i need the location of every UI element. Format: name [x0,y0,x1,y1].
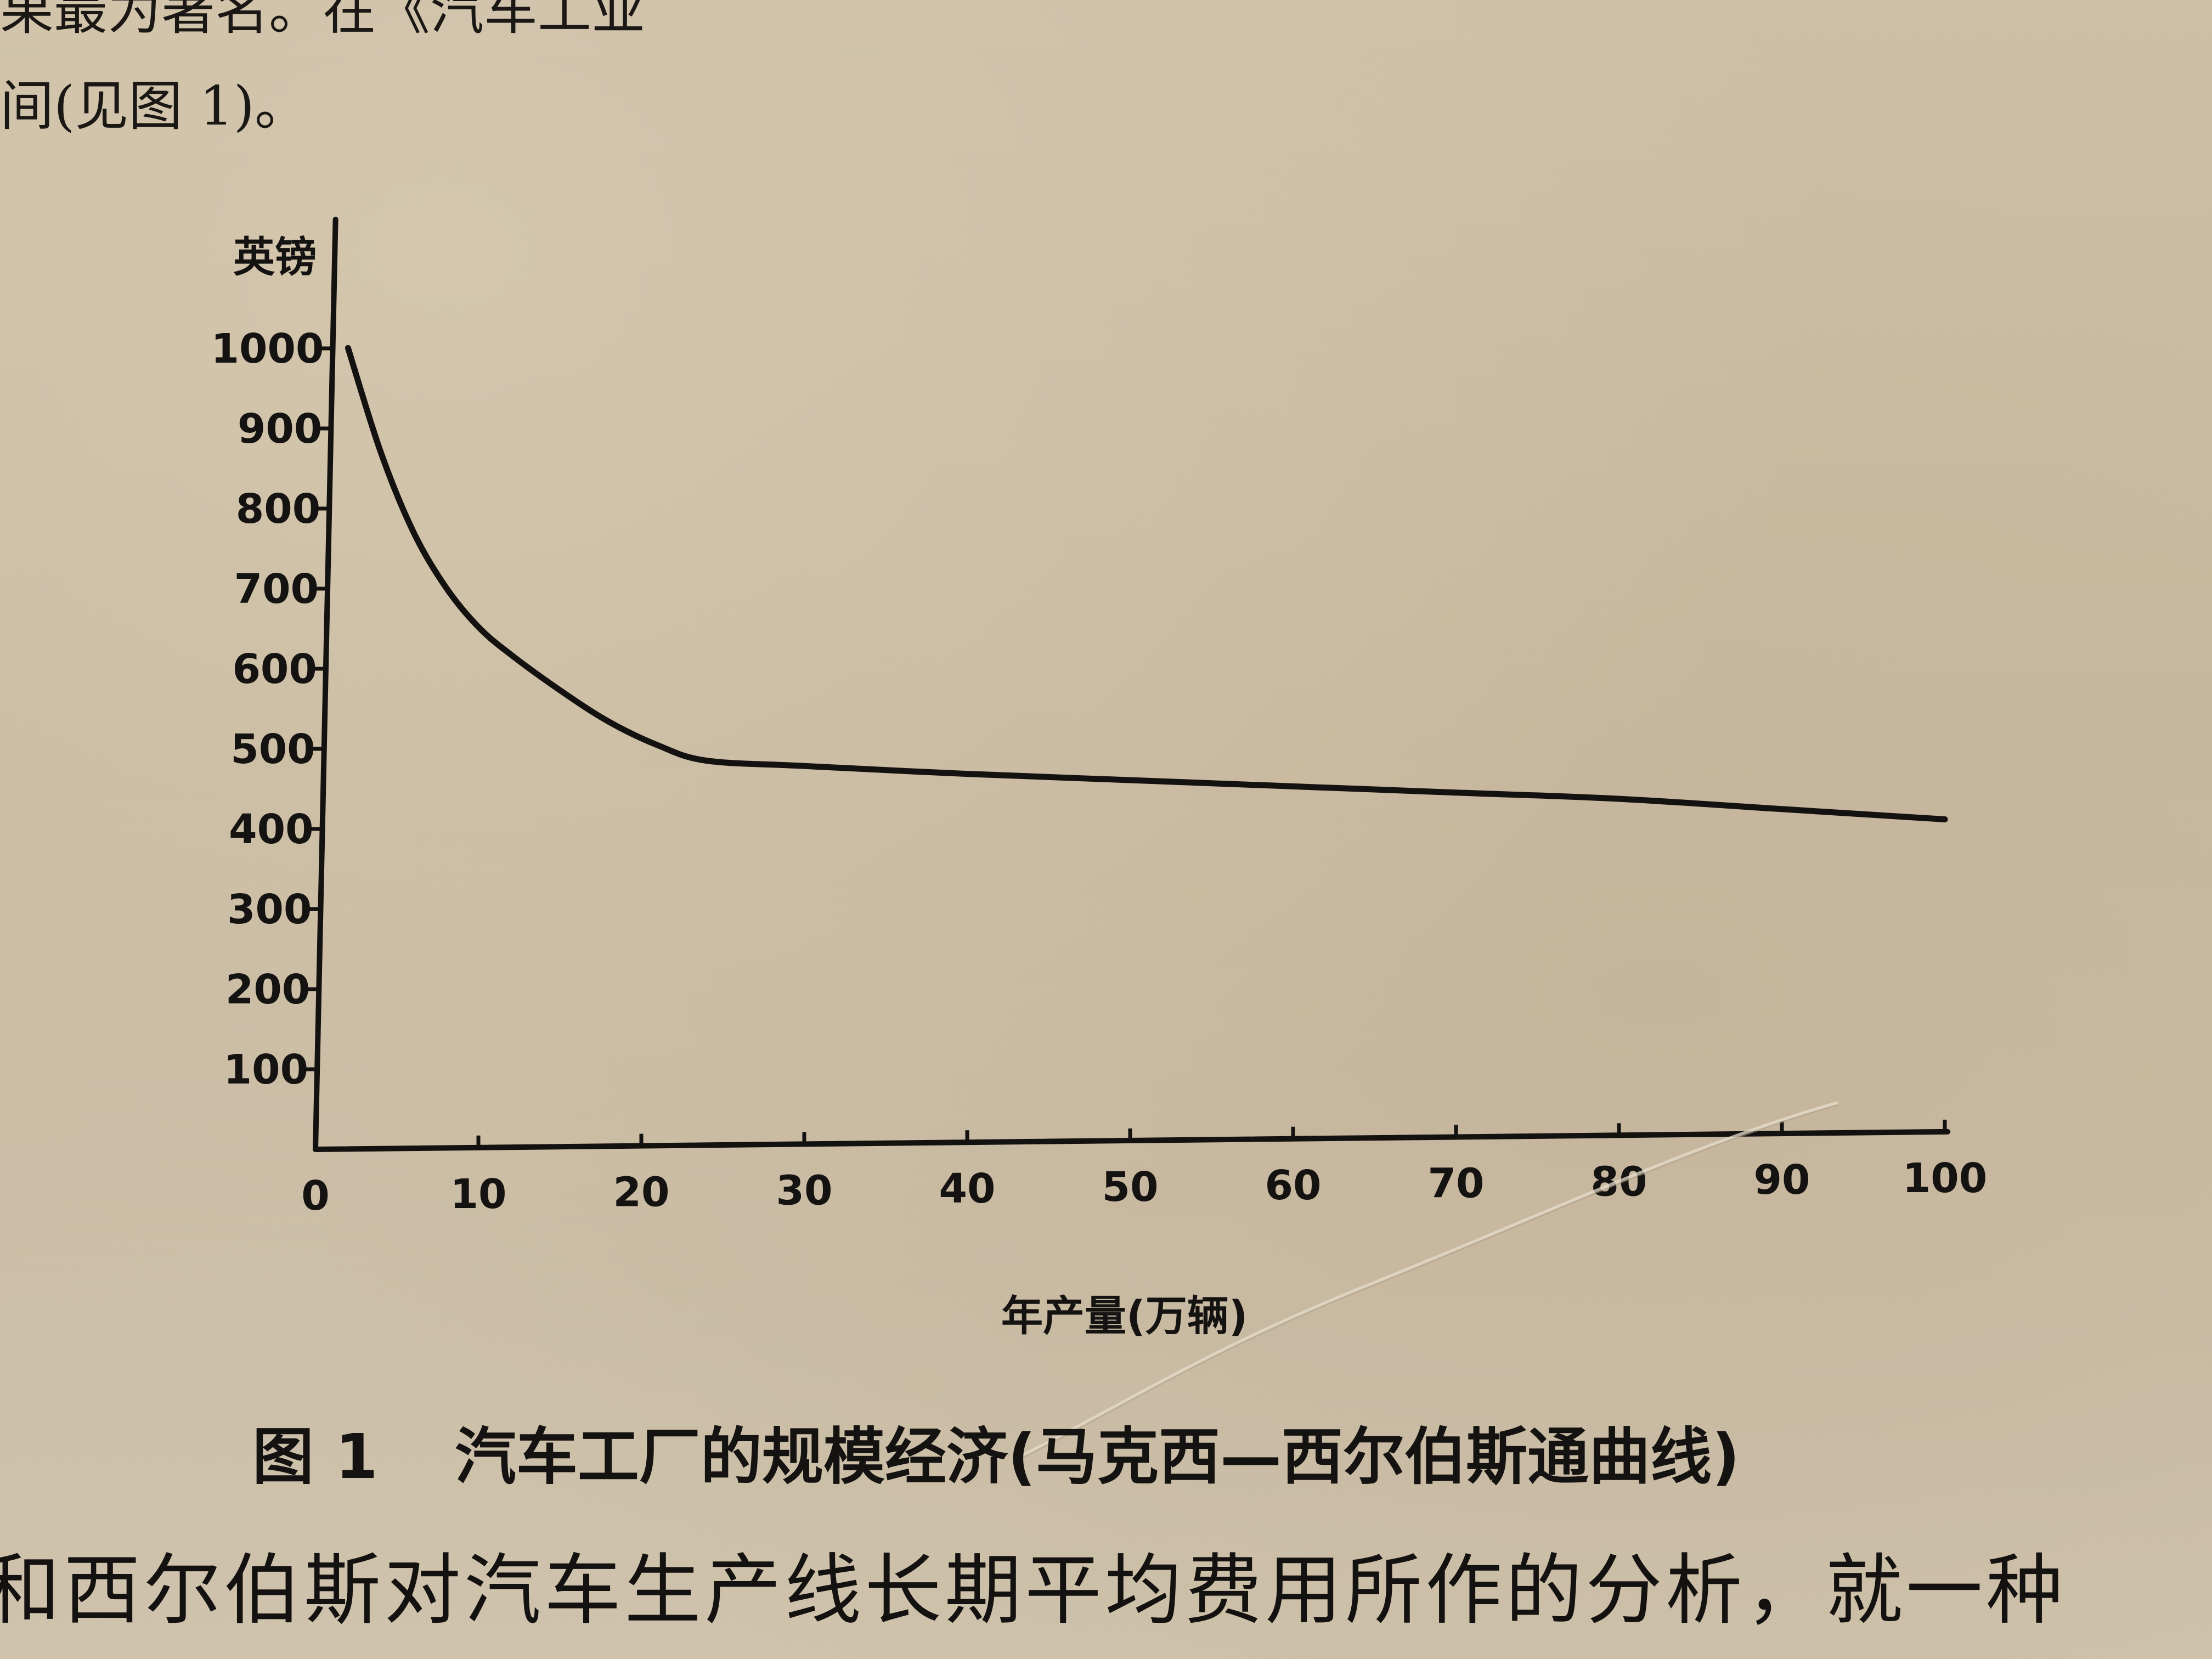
y-tick-label-1000: 1000 [211,325,324,373]
x-tick-label-0: 0 [301,1172,330,1220]
x-tick-label-60: 60 [1265,1162,1322,1209]
y-tick-label-400: 400 [229,806,313,853]
body-text-top-line-2: 间(见图 1)。 [0,75,308,138]
y-tick-label-100: 100 [224,1046,308,1093]
y-tick-label-700: 700 [234,566,319,613]
body-text-bottom-line: 和西尔伯斯对汽车生产线长期平均费用所作的分析，就一种 [0,1546,2067,1635]
x-tick-label-90: 90 [1754,1156,1810,1204]
y-axis-label: 英镑 [233,233,317,281]
x-tick-label-50: 50 [1102,1164,1159,1211]
x-axis-label: 年产量(万辆) [1001,1291,1248,1340]
x-tick-label-40: 40 [939,1165,996,1212]
x-tick-label-20: 20 [613,1169,670,1216]
chart-series [345,345,1948,822]
y-tick-label-500: 500 [230,726,315,773]
chart-ticks: 100 200 300 400 500 600 700 800 900 1000 0 10 20 30 40… [211,325,1988,1220]
y-tick-label-300: 300 [227,886,312,933]
figure-caption: 图 1 汽车工厂的规模经济(马克西—西尔伯斯通曲线) [252,1426,1740,1488]
y-tick-label-800: 800 [236,486,320,533]
y-axis-line [313,217,338,1152]
x-tick-label-30: 30 [776,1167,833,1214]
x-tick-label-100: 100 [1903,1155,1987,1202]
x-tick-label-10: 10 [450,1171,507,1218]
y-tick-label-900: 900 [238,405,322,453]
x-tick-label-70: 70 [1428,1160,1485,1207]
y-tick-label-200: 200 [225,966,310,1013]
y-tick-label-600: 600 [232,646,317,693]
series-line-0 [345,345,1948,822]
body-text-top-line-1: 果最为著名。在《汽车工业 [0,0,646,42]
figure-title: 汽车工厂的规模经济(马克西—西尔伯斯通曲线) [454,1421,1740,1493]
figure-number: 图 1 [252,1421,378,1493]
